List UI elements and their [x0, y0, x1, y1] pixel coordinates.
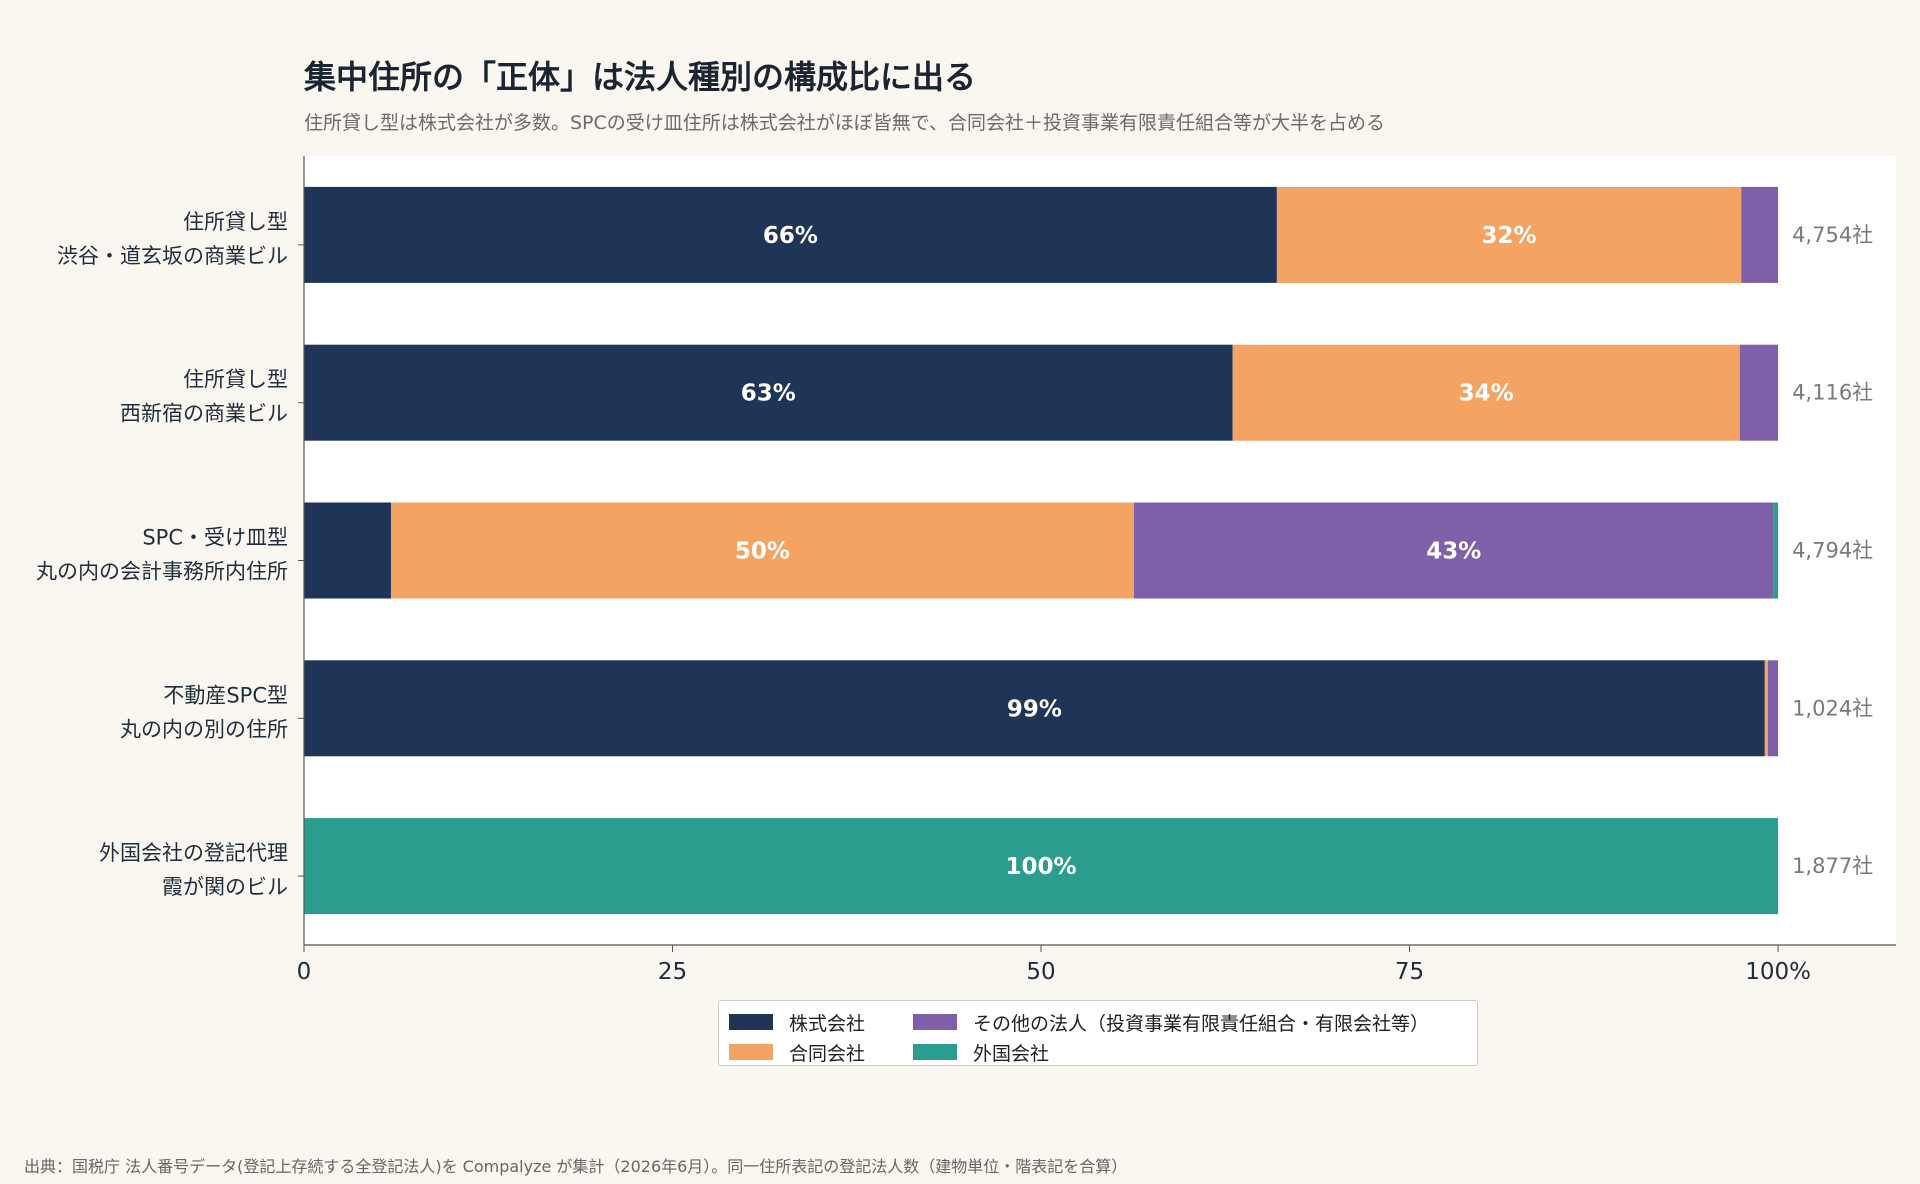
legend-item-foreign: 外国会社 — [913, 1037, 1467, 1067]
category-label-4-0: 外国会社の登記代理 — [99, 841, 288, 865]
chart-subtitle: 住所貸し型は株式会社が多数。SPCの受け皿住所は株式会社がほぼ皆無で、合同会社＋… — [304, 112, 1386, 134]
total-label-3: 1,024社 — [1792, 696, 1873, 720]
bar-segment-4-3 — [304, 818, 1779, 915]
data-label-2-2: 43% — [1426, 539, 1481, 565]
bar-segment-2-0 — [304, 502, 391, 599]
total-label-4: 1,877社 — [1792, 854, 1873, 878]
x-tick-label-2: 50 — [1026, 959, 1055, 985]
data-label-0-0: 66% — [763, 223, 818, 249]
bar-segment-3-0 — [304, 660, 1765, 757]
legend-swatch-kabushiki — [729, 1014, 773, 1030]
data-label-1-0: 63% — [741, 381, 796, 407]
data-label-2-1: 50% — [735, 539, 790, 565]
category-label-0-0: 住所貸し型 — [183, 210, 288, 234]
category-label-2-0: SPC・受け皿型 — [142, 526, 288, 550]
bar-segment-3-2 — [1767, 660, 1779, 757]
x-tick-label-3: 75 — [1395, 959, 1424, 985]
category-label-0-1: 渋谷・道玄坂の商業ビル — [57, 244, 288, 268]
legend-swatch-other — [913, 1014, 957, 1030]
x-tick-label-0: 0 — [297, 959, 312, 985]
bar-segment-2-2 — [1133, 502, 1774, 599]
bar-segment-0-2 — [1741, 186, 1779, 283]
category-label-4-1: 霞が関のビル — [162, 875, 288, 899]
category-label-1-0: 住所貸し型 — [183, 368, 288, 392]
category-label-3-1: 丸の内の別の住所 — [120, 717, 288, 741]
legend-label-foreign: 外国会社 — [973, 1042, 1050, 1065]
source-note: 出典：国税庁 法人番号データ(登記上存続する全登記法人)を Compalyze … — [24, 1157, 1128, 1176]
bar-segment-1-1 — [1232, 344, 1740, 441]
category-label-2-1: 丸の内の会計事務所内住所 — [36, 560, 288, 584]
bar-segment-3-1 — [1764, 660, 1768, 757]
category-label-3-0: 不動産SPC型 — [163, 683, 288, 707]
bar-segment-1-0 — [304, 344, 1233, 441]
legend-item-other: その他の法人（投資事業有限責任組合・有限会社等） — [913, 1007, 1467, 1037]
x-tick-label-4: 100% — [1745, 959, 1811, 985]
data-label-3-0: 99% — [1007, 696, 1062, 722]
data-label-4-3: 100% — [1006, 854, 1077, 880]
x-tick-label-1: 25 — [658, 959, 687, 985]
total-label-2: 4,794社 — [1792, 539, 1873, 563]
bar-segment-1-2 — [1739, 344, 1779, 441]
legend-item-kabushiki: 株式会社 — [729, 1007, 913, 1037]
bar-segment-0-0 — [304, 186, 1277, 283]
total-label-1: 4,116社 — [1792, 381, 1873, 405]
bar-segment-2-1 — [390, 502, 1134, 599]
legend-swatch-foreign — [913, 1044, 957, 1060]
total-label-0: 4,754社 — [1792, 223, 1873, 247]
legend-label-godo: 合同会社 — [789, 1042, 866, 1065]
bar-segment-0-1 — [1276, 186, 1742, 283]
legend-item-godo: 合同会社 — [729, 1037, 913, 1067]
chart-legend: 株式会社 その他の法人（投資事業有限責任組合・有限会社等） 合同会社 外国会社 — [718, 1000, 1478, 1066]
legend-label-other: その他の法人（投資事業有限責任組合・有限会社等） — [973, 1012, 1430, 1035]
data-label-1-1: 34% — [1459, 381, 1514, 407]
data-label-0-1: 32% — [1482, 223, 1537, 249]
category-label-1-1: 西新宿の商業ビル — [120, 402, 288, 426]
legend-label-kabushiki: 株式会社 — [789, 1012, 866, 1035]
chart-title: 集中住所の「正体」は法人種別の構成比に出る — [304, 58, 977, 96]
bar-segment-2-3 — [1773, 502, 1779, 599]
legend-swatch-godo — [729, 1044, 773, 1060]
